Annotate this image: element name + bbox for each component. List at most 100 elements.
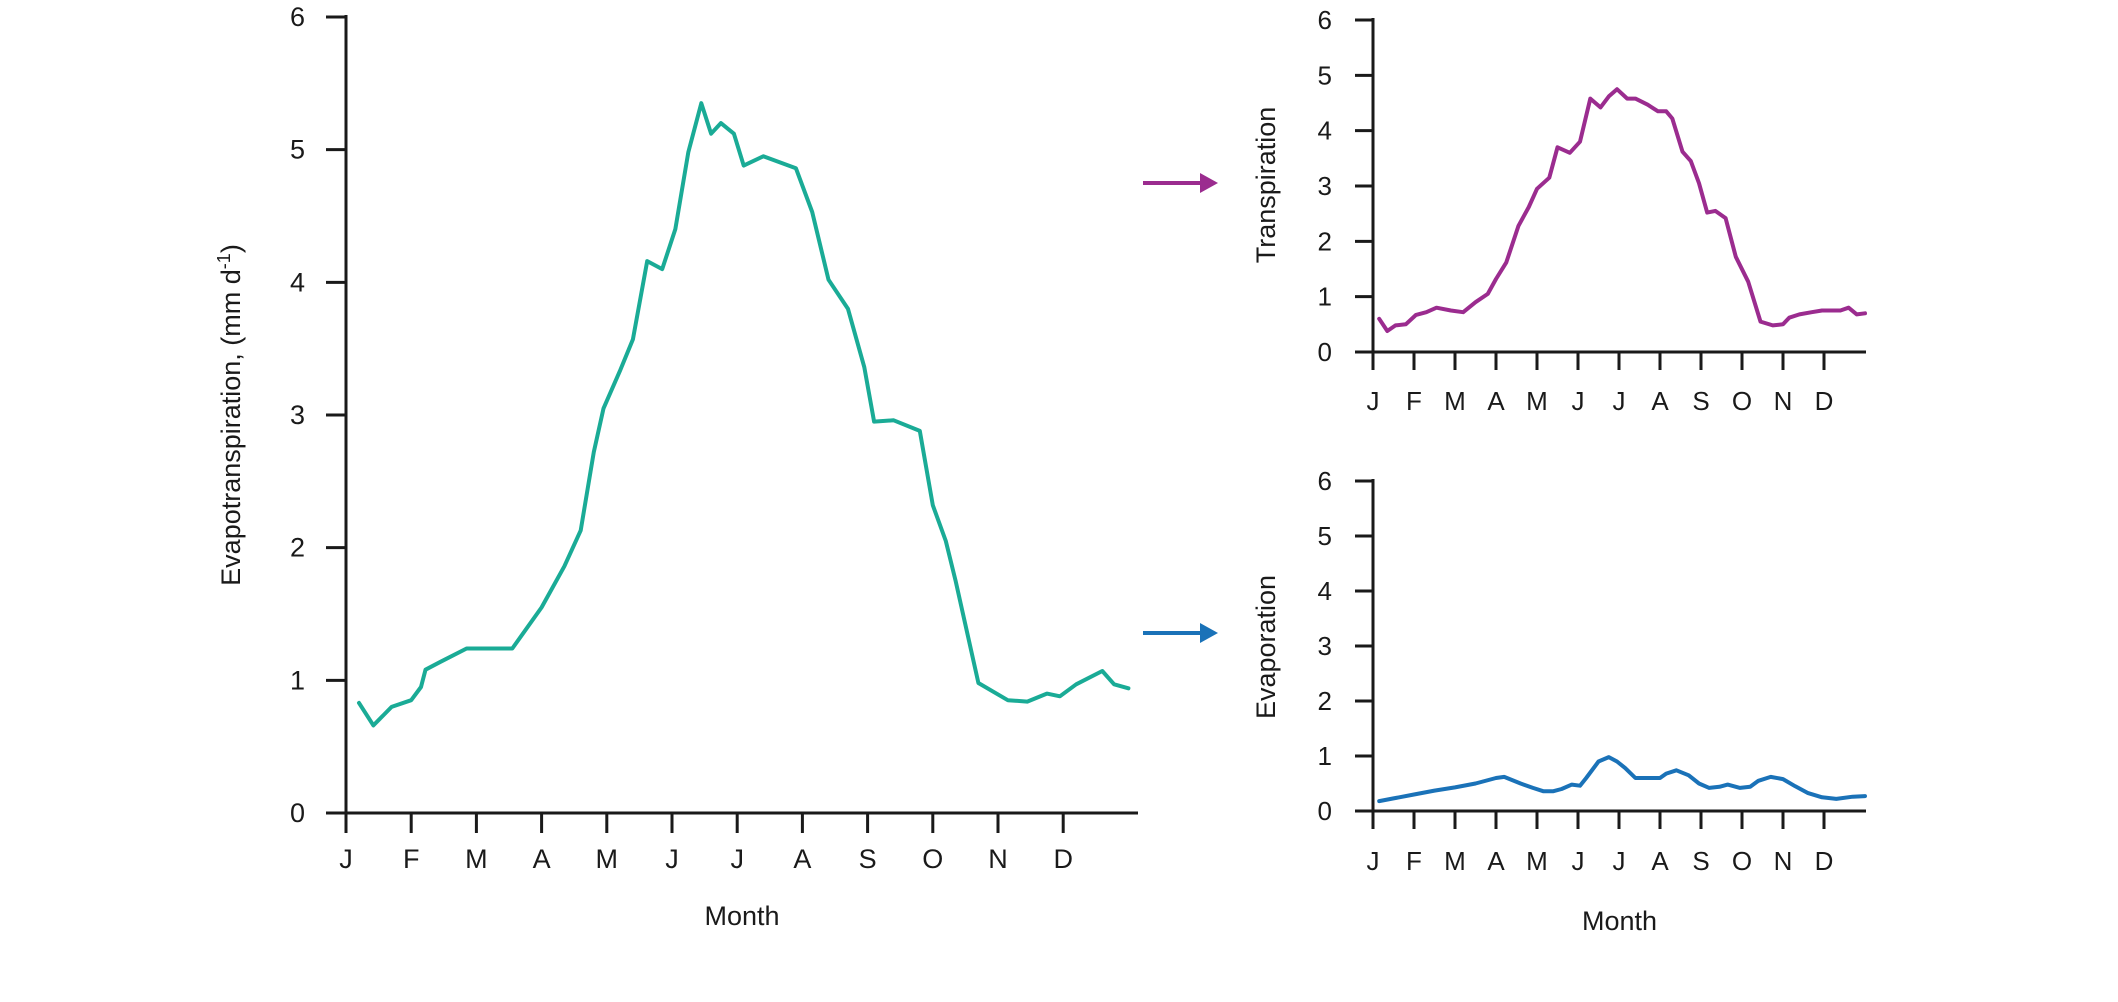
evapotranspiration-data-point <box>645 259 649 263</box>
evapotranspiration-data-point <box>944 539 948 543</box>
x-tick-label: J <box>1613 846 1626 876</box>
x-tick-label: J <box>665 844 679 874</box>
evapotranspiration-data-point <box>602 406 605 410</box>
evaporation-data-point <box>1718 785 1721 789</box>
x-tick-label: M <box>1526 386 1548 416</box>
x-tick-label: J <box>1572 386 1585 416</box>
y-tick-label: 3 <box>1318 631 1332 661</box>
transpiration-arrow <box>1143 173 1218 193</box>
evaporation-data-point <box>1494 776 1498 780</box>
transpiration-data-point <box>1863 311 1867 315</box>
transpiration-data-point <box>1547 176 1551 180</box>
y-tick-label: 1 <box>290 665 305 695</box>
x-tick-label: O <box>1732 846 1752 876</box>
evaporation-data-point <box>1687 773 1691 777</box>
transpiration-data-point <box>1578 140 1582 144</box>
y-tick-label: 5 <box>1318 60 1332 90</box>
x-tick-label: O <box>922 844 943 874</box>
transpiration-data-point <box>1414 313 1418 317</box>
transpiration-data-point <box>1705 211 1709 215</box>
x-tick-label: F <box>1406 846 1422 876</box>
transpiration-data-point <box>1588 97 1592 101</box>
transpiration-data-point <box>1724 216 1728 220</box>
transpiration-data-point <box>1820 309 1824 312</box>
evapotranspiration-data-point <box>660 267 664 271</box>
x-tick-label: M <box>465 844 488 874</box>
evapotranspiration-data-point <box>465 647 469 650</box>
evapotranspiration-data-point <box>872 420 876 424</box>
evaporation-data-point <box>1531 786 1535 790</box>
evapotranspiration-series-line <box>357 101 1131 728</box>
x-tick-label: S <box>1692 846 1709 876</box>
transpiration-data-point <box>1797 312 1801 316</box>
transpiration-data-point <box>1449 309 1453 312</box>
transpiration-data-point <box>1474 300 1477 304</box>
evaporation-data-point <box>1851 795 1855 799</box>
transpiration-data-point <box>1385 329 1389 333</box>
evaporation-data-point <box>1781 777 1785 781</box>
x-tick-label: J <box>1367 846 1380 876</box>
evapotranspiration-data-point <box>1126 686 1130 690</box>
y-tick-label: 6 <box>290 2 305 32</box>
y-tick-label: 3 <box>1318 171 1332 201</box>
evaporation-series-line <box>1377 755 1867 804</box>
evaporation-data-point <box>1623 766 1627 770</box>
evapotranspiration-data-point <box>732 132 736 136</box>
transpiration-data-point <box>1664 109 1668 113</box>
transpiration-data-point <box>1771 323 1775 327</box>
transpiration-data-point <box>1689 159 1693 163</box>
transpiration-data-point <box>1599 105 1602 109</box>
evapotranspiration-data-point <box>954 579 958 583</box>
evaporation-data-point <box>1738 786 1742 790</box>
evapotranspiration-data-point <box>631 337 635 341</box>
arrow-head-icon <box>1200 173 1218 193</box>
y-axis-title-superscript: -1 <box>214 253 234 269</box>
transpiration-data-point <box>1787 316 1791 320</box>
transpiration-data-point <box>1615 87 1619 91</box>
y-tick-label: 0 <box>1318 337 1332 367</box>
transpiration-data-point <box>1734 255 1738 259</box>
evapotranspiration-data-point <box>419 685 423 689</box>
evaporation-data-point <box>1412 793 1416 796</box>
evapotranspiration-data-point <box>439 660 442 664</box>
x-tick-label: N <box>1774 846 1793 876</box>
evapotranspiration-data-point <box>540 605 544 609</box>
x-tick-label: A <box>1651 386 1669 416</box>
evapotranspiration-data-point <box>892 418 896 422</box>
transpiration-data-point <box>1517 224 1520 228</box>
evapotranspiration-data-point <box>1112 682 1116 686</box>
evapotranspiration-data-point <box>673 227 677 231</box>
x-tick-label: O <box>1732 386 1752 416</box>
evapotranspiration-chart: 0 1 2 3 4 5 6 J F M A M J J A S O N D Month Evapotranspirati… <box>214 2 1138 931</box>
transpiration-data-point <box>1504 260 1508 264</box>
evaporation-data-point <box>1863 794 1867 798</box>
y-axis-title: Evapotranspiration, (mm d-1) <box>214 244 246 586</box>
evaporation-data-point <box>1748 785 1752 789</box>
evapotranspiration-data-point <box>1006 698 1010 702</box>
transpiration-data-point <box>1681 150 1684 154</box>
evapotranspiration-data-point <box>931 503 935 507</box>
x-tick-label: N <box>988 844 1008 874</box>
x-tick-label: D <box>1815 386 1834 416</box>
transpiration-data-point <box>1568 151 1572 155</box>
evaporation-data-point <box>1474 782 1477 785</box>
transpiration-data-point <box>1746 280 1750 284</box>
transpiration-data-point <box>1535 187 1539 191</box>
y-tick-label: 5 <box>290 135 305 165</box>
x-tick-label: A <box>533 844 551 874</box>
evaporation-data-point <box>1570 783 1574 787</box>
evaporation-data-point <box>1607 755 1611 759</box>
evaporation-data-point <box>1806 791 1810 795</box>
evapotranspiration-data-point <box>1100 669 1104 673</box>
y-tick-label: 6 <box>1318 466 1332 496</box>
y-tick-label: 1 <box>1318 741 1332 771</box>
evapotranspiration-data-point <box>371 723 375 727</box>
evaporation-data-point <box>1633 776 1637 780</box>
evaporation-data-point <box>1502 775 1506 779</box>
evaporation-data-point <box>1726 783 1730 787</box>
transpiration-data-point <box>1646 103 1650 107</box>
transpiration-data-point <box>1394 323 1397 327</box>
evaporation-data-point <box>1377 799 1381 803</box>
